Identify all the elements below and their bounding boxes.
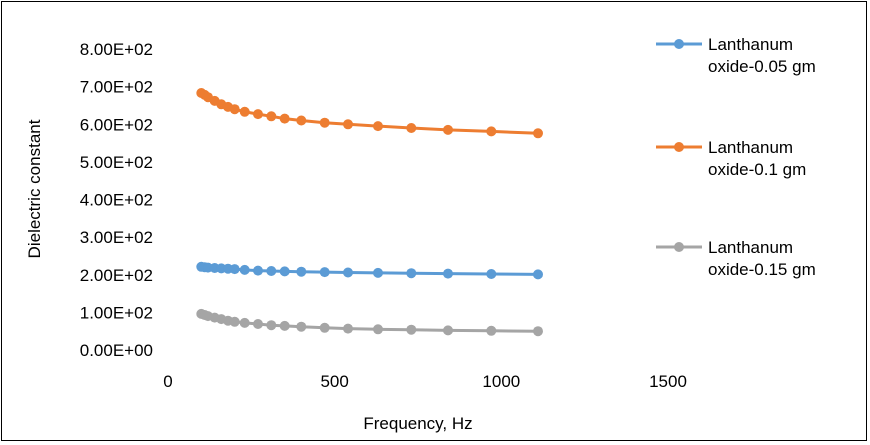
legend-item-2: Lanthanum oxide-0.1 gm: [656, 138, 806, 179]
y-tick-label: 8.00E+02: [80, 40, 153, 59]
data-point: [296, 115, 307, 126]
legend-label: Lanthanum: [708, 35, 793, 54]
data-point: [266, 111, 277, 122]
data-point: [239, 317, 250, 328]
x-tick-label: 1500: [649, 372, 687, 391]
data-point: [343, 323, 353, 334]
x-tick-label: 0: [163, 372, 172, 391]
legend: Lanthanum oxide-0.05 gm Lanthanum oxide-0.1…: [656, 35, 816, 279]
y-tick-label: 3.00E+02: [80, 228, 153, 247]
series-3: [196, 308, 543, 337]
series-layer: [196, 88, 543, 337]
data-point: [296, 321, 307, 332]
line-chart: 0.00E+00 1.00E+02 2.00E+02 3.00E+02 4.00E+02…: [25, 35, 816, 433]
x-axis-label: Frequency, Hz: [363, 414, 472, 433]
y-tick-label: 7.00E+02: [80, 78, 153, 97]
data-point: [343, 267, 353, 278]
data-point: [253, 109, 263, 120]
data-point: [406, 268, 417, 279]
y-tick-label: 4.00E+02: [80, 191, 153, 210]
legend-label: oxide-0.15 gm: [708, 260, 816, 279]
x-tick-label: 500: [320, 372, 348, 391]
data-point: [279, 113, 290, 124]
data-point: [319, 117, 330, 128]
data-point: [319, 267, 330, 278]
data-point: [296, 266, 307, 277]
data-point: [239, 264, 250, 275]
data-point: [486, 325, 497, 336]
legend-marker: [674, 142, 684, 152]
y-tick-label: 2.00E+02: [80, 266, 153, 285]
series-line: [200, 91, 539, 135]
data-point: [406, 123, 417, 133]
data-point: [279, 266, 290, 277]
data-point: [486, 269, 497, 279]
legend-label: oxide-0.05 gm: [708, 57, 816, 76]
legend-marker: [674, 242, 684, 252]
data-point: [443, 325, 453, 336]
data-point: [533, 326, 543, 337]
legend-label: Lanthanum: [708, 138, 793, 157]
y-axis-label: Dielectric constant: [25, 119, 44, 258]
series-1: [196, 261, 543, 280]
legend-marker: [674, 39, 684, 49]
data-point: [266, 320, 277, 331]
data-point: [406, 324, 417, 335]
y-axis: 0.00E+00 1.00E+02 2.00E+02 3.00E+02 4.00E+02…: [80, 40, 153, 360]
data-point: [373, 267, 383, 278]
data-point: [533, 269, 543, 280]
data-point: [373, 324, 383, 335]
series-2: [196, 88, 543, 139]
x-axis: 0 500 1000 1500: [163, 372, 687, 391]
legend-item-1: Lanthanum oxide-0.05 gm: [656, 35, 816, 76]
data-point: [253, 265, 263, 276]
data-point: [229, 316, 240, 327]
legend-label: oxide-0.1 gm: [708, 160, 806, 179]
data-point: [229, 264, 240, 275]
y-tick-label: 5.00E+02: [80, 153, 153, 172]
data-point: [279, 320, 290, 331]
data-point: [443, 268, 453, 279]
y-tick-label: 0.00E+00: [80, 341, 153, 360]
data-point: [486, 126, 497, 137]
legend-item-3: Lanthanum oxide-0.15 gm: [656, 238, 816, 279]
data-point: [373, 121, 383, 132]
data-point: [533, 128, 543, 139]
data-point: [343, 119, 353, 130]
data-point: [229, 104, 240, 115]
data-point: [253, 319, 263, 329]
legend-label: Lanthanum: [708, 238, 793, 257]
data-point: [319, 322, 330, 333]
data-point: [239, 106, 250, 117]
data-point: [266, 266, 277, 276]
y-tick-label: 1.00E+02: [80, 303, 153, 322]
x-tick-label: 1000: [482, 372, 520, 391]
data-point: [443, 124, 453, 135]
y-tick-label: 6.00E+02: [80, 115, 153, 134]
